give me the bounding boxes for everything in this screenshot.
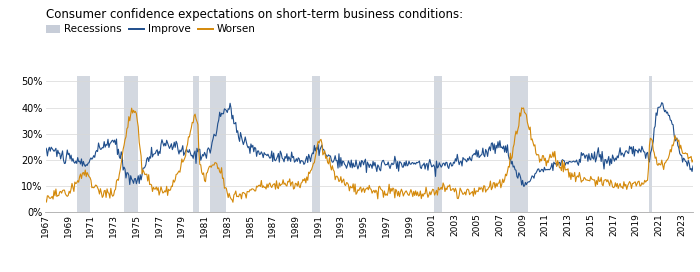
Bar	[650, 76, 652, 212]
Bar	[312, 76, 320, 212]
Bar	[434, 76, 442, 212]
Text: Consumer confidence expectations on short-term business conditions:: Consumer confidence expectations on shor…	[46, 8, 463, 21]
Bar	[193, 76, 199, 212]
Legend: Recessions, Improve, Worsen: Recessions, Improve, Worsen	[46, 24, 256, 35]
Bar	[510, 76, 528, 212]
Bar	[210, 76, 226, 212]
Bar	[77, 76, 90, 212]
Bar	[124, 76, 139, 212]
